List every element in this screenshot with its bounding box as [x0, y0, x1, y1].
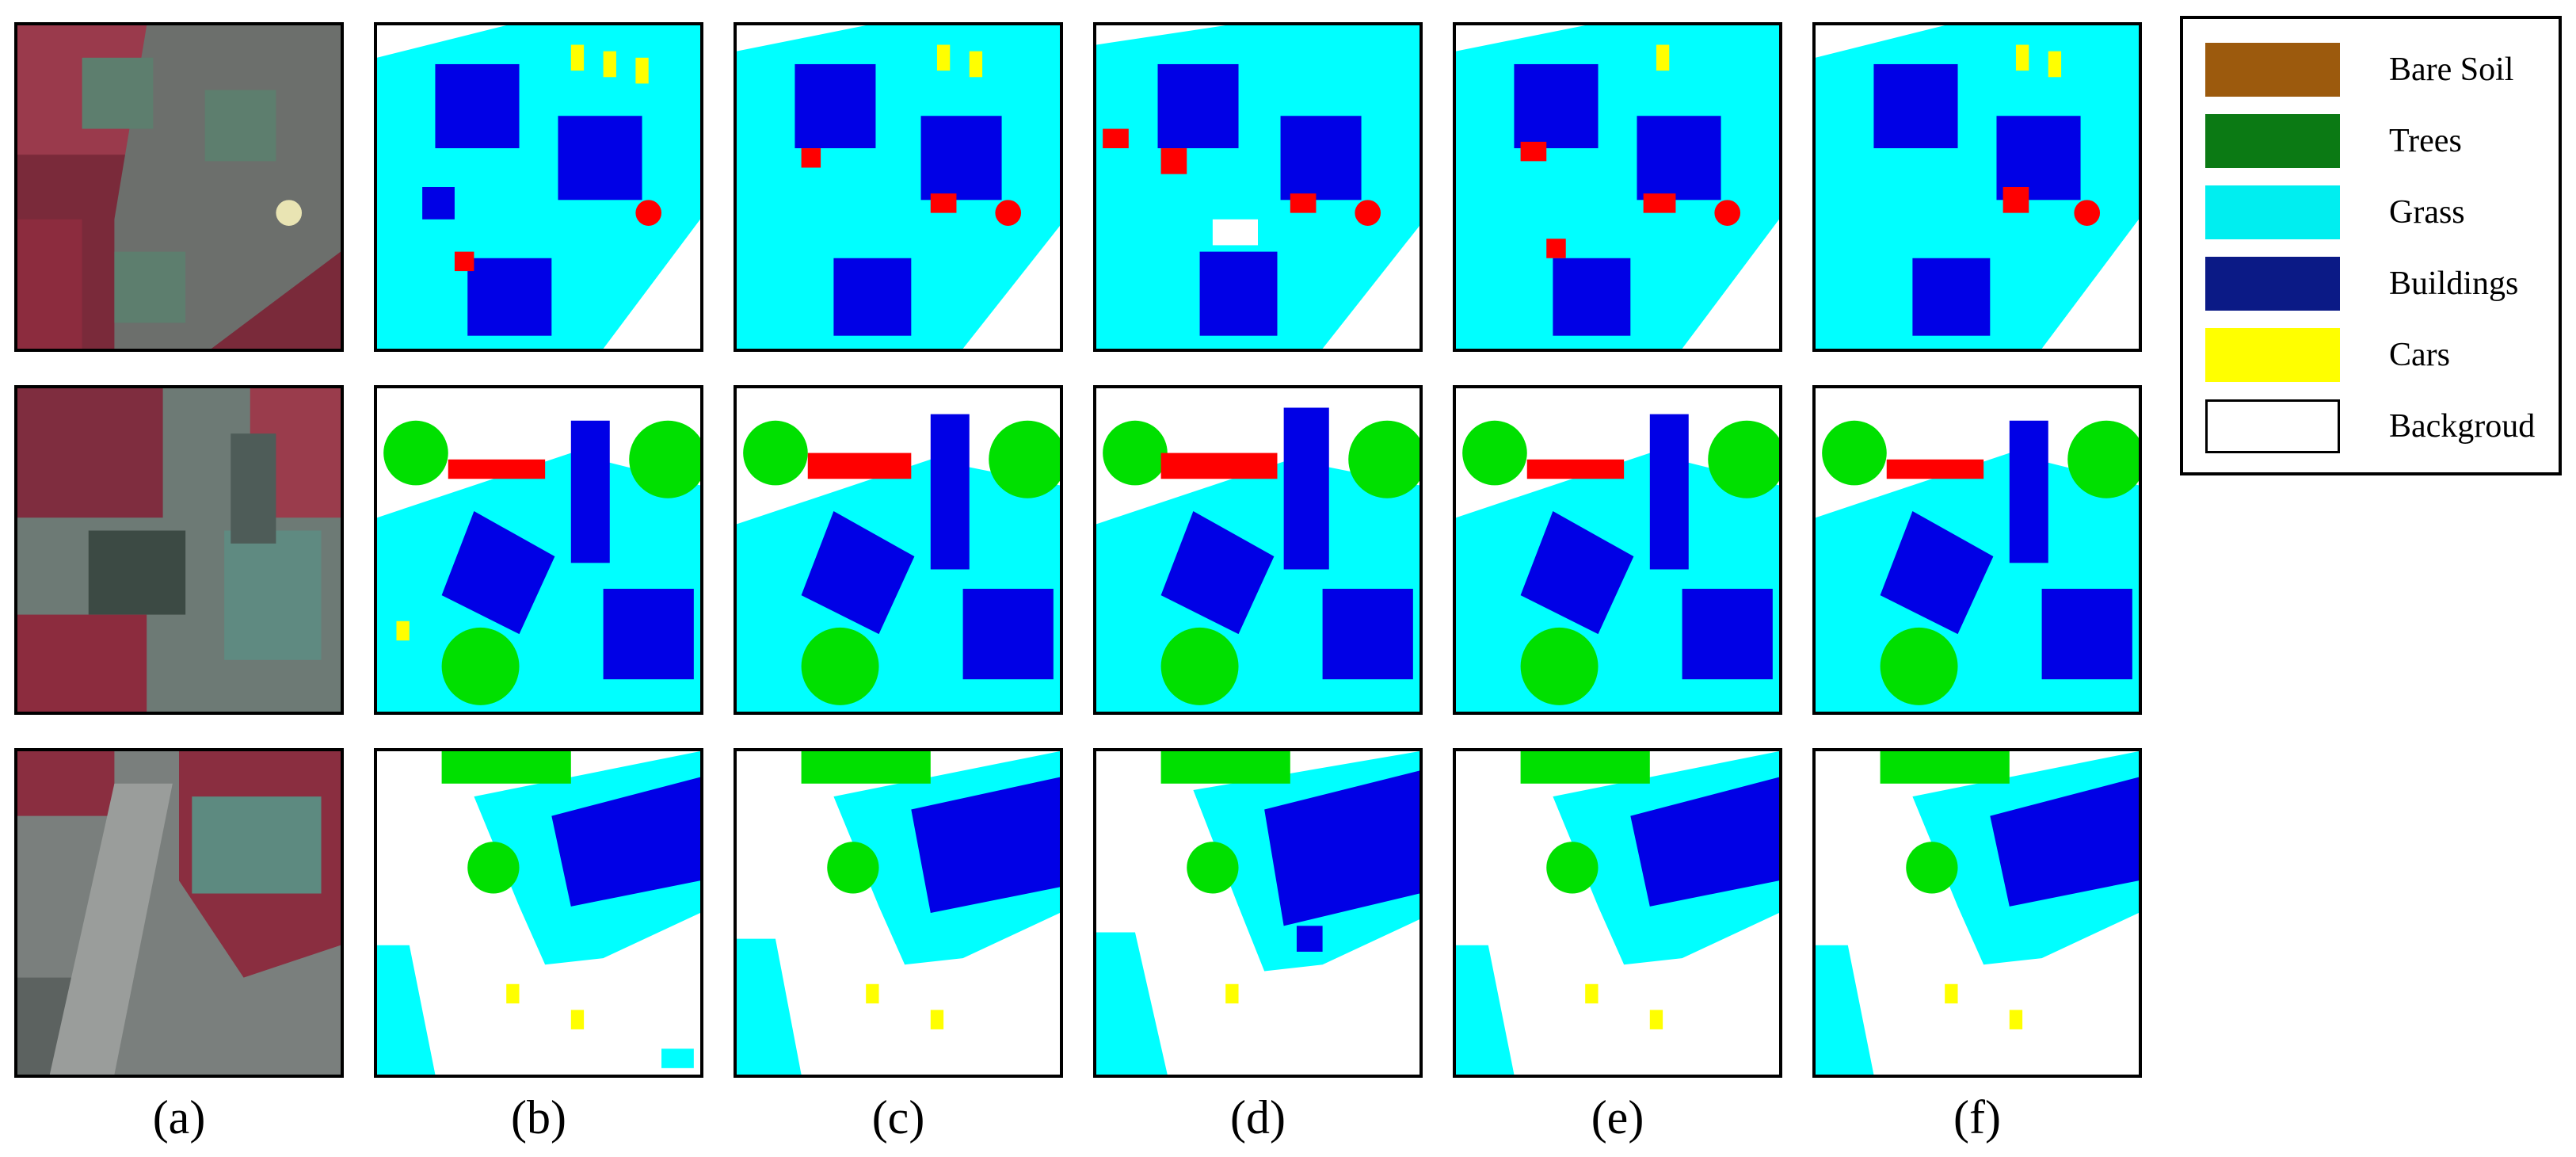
legend-item-cars: Cars — [2205, 328, 2554, 384]
photo-row3 — [14, 748, 344, 1078]
photo-row1 — [14, 22, 344, 352]
column-label-c: (c) — [871, 1091, 925, 1144]
legend-label-buildings: Buildings — [2389, 265, 2519, 302]
photo-row2 — [14, 385, 344, 715]
legend: Bare Soil Trees Grass Buildings Cars Bac… — [2180, 16, 2562, 475]
prediction-c-row3 — [734, 748, 1063, 1078]
column-label-b: (b) — [511, 1091, 566, 1144]
legend-label-trees: Trees — [2389, 123, 2462, 159]
prediction-d-row3 — [1093, 748, 1423, 1078]
legend-label-background: Backgroud — [2389, 408, 2536, 445]
legend-swatch-cars — [2205, 328, 2340, 382]
ground-truth-row2 — [374, 385, 703, 715]
prediction-f-row1 — [1812, 22, 2142, 352]
column-label-e: (e) — [1591, 1091, 1644, 1144]
column-label-d: (d) — [1230, 1091, 1286, 1144]
legend-swatch-trees — [2205, 114, 2340, 168]
legend-label-grass: Grass — [2389, 194, 2465, 231]
prediction-d-row2 — [1093, 385, 1423, 715]
legend-label-bare-soil: Bare Soil — [2389, 52, 2514, 88]
legend-item-trees: Trees — [2205, 114, 2554, 170]
legend-swatch-buildings — [2205, 257, 2340, 311]
legend-swatch-background — [2205, 399, 2340, 453]
prediction-d-row1 — [1093, 22, 1423, 352]
legend-swatch-grass — [2205, 185, 2340, 239]
prediction-e-row1 — [1453, 22, 1782, 352]
prediction-e-row3 — [1453, 748, 1782, 1078]
prediction-c-row2 — [734, 385, 1063, 715]
legend-item-buildings: Buildings — [2205, 257, 2554, 312]
legend-item-bare-soil: Bare Soil — [2205, 43, 2554, 98]
legend-item-grass: Grass — [2205, 185, 2554, 241]
legend-swatch-bare-soil — [2205, 43, 2340, 97]
prediction-f-row2 — [1812, 385, 2142, 715]
ground-truth-row3 — [374, 748, 703, 1078]
prediction-e-row2 — [1453, 385, 1782, 715]
prediction-c-row1 — [734, 22, 1063, 352]
legend-item-background: Backgroud — [2205, 399, 2554, 455]
column-label-f: (f) — [1953, 1091, 2001, 1144]
prediction-f-row3 — [1812, 748, 2142, 1078]
column-label-a: (a) — [152, 1091, 206, 1144]
legend-label-cars: Cars — [2389, 337, 2450, 373]
ground-truth-row1 — [374, 22, 703, 352]
